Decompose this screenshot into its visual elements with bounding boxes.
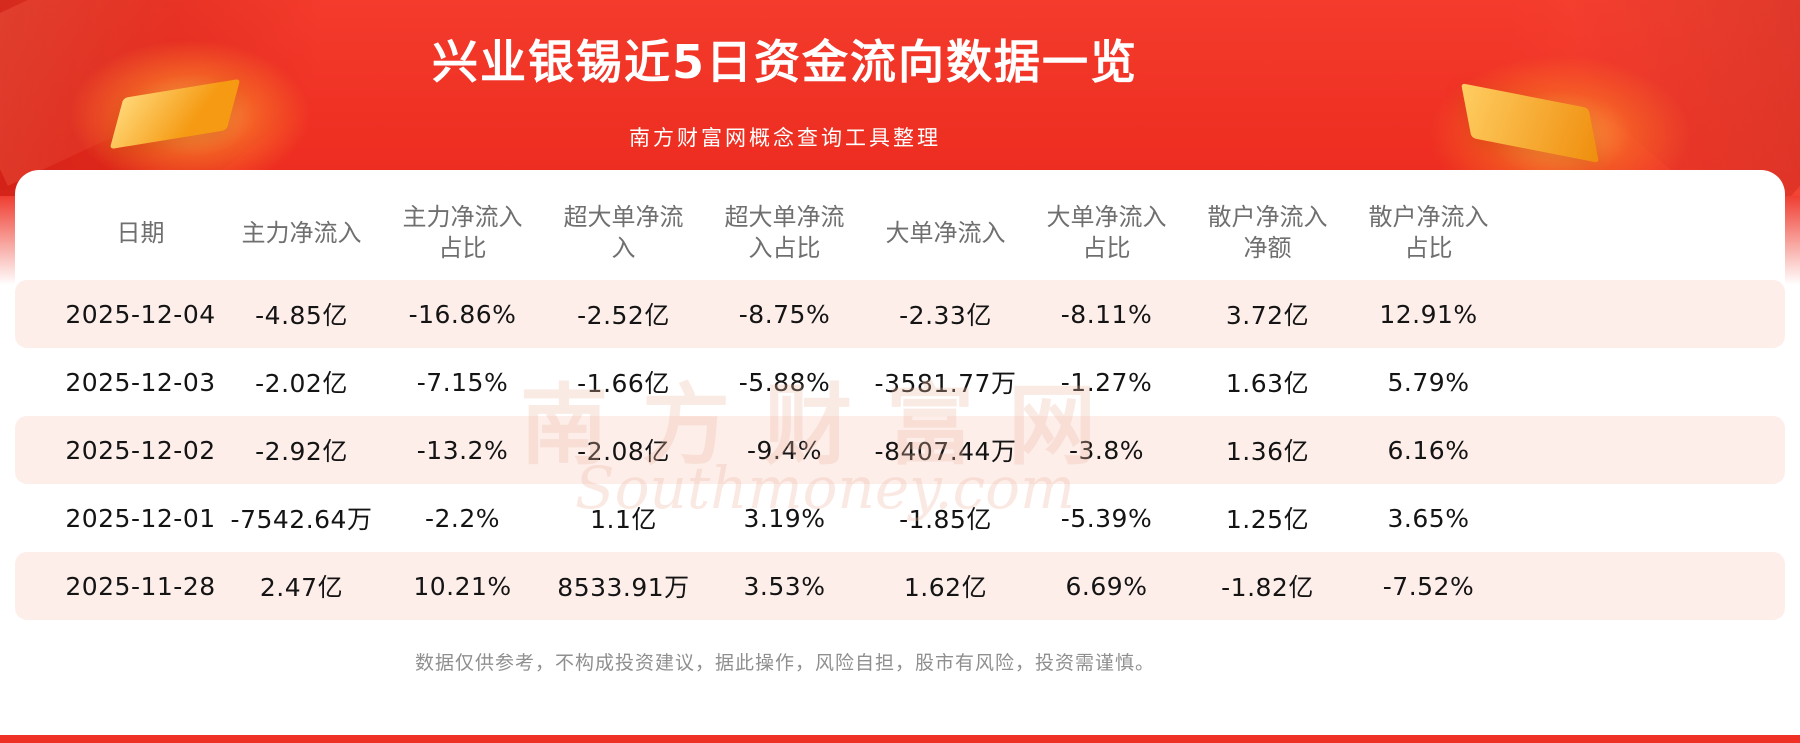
- table-cell: -1.66亿: [577, 369, 670, 399]
- table-cell: 3.19%: [743, 503, 826, 533]
- date-cell: 2025-12-04: [15, 280, 221, 349]
- column-header-retail-net-inflow-ratio: 散户净流入占比: [1368, 203, 1489, 263]
- table-cell: 1.25亿: [1225, 505, 1310, 535]
- table-cell: -4.85亿: [221, 280, 382, 349]
- table-cell: -5.39%: [1060, 503, 1153, 533]
- table-cell: 5.79%: [1387, 367, 1470, 397]
- table-cell: -1.82亿: [1187, 552, 1348, 621]
- column-header-main-net-inflow: 主力净流入: [241, 218, 362, 247]
- table-cell: -2.33亿: [865, 280, 1026, 349]
- table-cell: -2.08亿: [543, 416, 704, 485]
- table-row: 2025-12-02 -2.92亿 -13.2% -2.08亿 -9.4% -8…: [15, 416, 1785, 485]
- footer: 数据仅供参考，不构成投资建议，据此操作，风险自担，股市有风险，投资需谨慎。: [0, 648, 1570, 675]
- table-cell: -3581.77万: [874, 369, 1017, 399]
- date-cell: 2025-12-03: [65, 367, 216, 397]
- date-cell: 2025-12-02: [15, 416, 221, 485]
- column-header-large-order-net-inflow: 大单净流入: [885, 218, 1006, 247]
- fund-flow-table: 日期 主力净流入 主力净流入占比 超大单净流入 超大单净流入占比 大单净流入 大…: [15, 176, 1785, 621]
- table-cell: 1.1亿: [590, 505, 657, 535]
- table-cell: -8.75%: [704, 280, 865, 349]
- edge-ribbon-right-icon: [1785, 190, 1800, 285]
- table-cell: 2.47亿: [221, 552, 382, 621]
- table-cell: -1.85亿: [899, 505, 992, 535]
- page-title: 兴业银锡近5日资金流向数据一览: [431, 35, 1138, 89]
- spacer-cell: [1509, 280, 1785, 349]
- column-header-xl-order-net-inflow: 超大单净流入: [563, 203, 684, 263]
- spacer-cell: [1509, 552, 1785, 621]
- table-cell: 1.36亿: [1187, 416, 1348, 485]
- table-cell: -1.27%: [1060, 367, 1153, 397]
- column-header-spacer: [1509, 176, 1785, 280]
- banner-text-block: 兴业银锡近5日资金流向数据一览 南方财富网概念查询工具整理: [0, 0, 1570, 152]
- table-cell: -8407.44万: [865, 416, 1026, 485]
- data-card: 南方财富网 Southmoney.com 日期 主力净流入 主力净流入占比 超大…: [15, 170, 1785, 623]
- table-cell: 6.69%: [1026, 552, 1187, 621]
- table-cell: 6.16%: [1348, 416, 1509, 485]
- edge-ribbon-left-icon: [0, 190, 15, 285]
- table-cell: -16.86%: [382, 280, 543, 349]
- table-cell: -2.92亿: [221, 416, 382, 485]
- bottom-red-bar: [0, 735, 1800, 743]
- table-cell: -13.2%: [382, 416, 543, 485]
- table-cell: -9.4%: [704, 416, 865, 485]
- banner: 兴业银锡近5日资金流向数据一览 南方财富网概念查询工具整理: [0, 0, 1800, 196]
- table-cell: -7542.64万: [230, 505, 373, 535]
- spacer-cell: [1509, 484, 1785, 552]
- date-cell: 2025-11-28: [15, 552, 221, 621]
- table-row: 2025-11-28 2.47亿 10.21% 8533.91万 3.53% 1…: [15, 552, 1785, 621]
- date-cell: 2025-12-01: [65, 503, 216, 533]
- column-header-retail-net-inflow: 散户净流入净额: [1207, 203, 1328, 263]
- table-cell: 1.62亿: [865, 552, 1026, 621]
- table-cell: 3.53%: [704, 552, 865, 621]
- table-row: 2025-12-04 -4.85亿 -16.86% -2.52亿 -8.75% …: [15, 280, 1785, 349]
- column-header-large-order-net-inflow-ratio: 大单净流入占比: [1046, 203, 1167, 263]
- table-cell: 3.72亿: [1187, 280, 1348, 349]
- table-cell: -5.88%: [738, 367, 831, 397]
- table-cell: -2.02亿: [255, 369, 348, 399]
- spacer-cell: [1509, 348, 1785, 416]
- table-cell: -8.11%: [1026, 280, 1187, 349]
- table-cell: -2.52亿: [543, 280, 704, 349]
- table-cell: -2.2%: [424, 503, 501, 533]
- page-subtitle: 南方财富网概念查询工具整理: [629, 126, 941, 150]
- table-cell: 12.91%: [1348, 280, 1509, 349]
- column-header-date: 日期: [116, 218, 165, 247]
- table-row: 2025-12-03 -2.02亿 -7.15% -1.66亿 -5.88% -…: [15, 348, 1785, 416]
- table-cell: -7.15%: [416, 367, 509, 397]
- column-header-xl-order-net-inflow-ratio: 超大单净流入占比: [724, 203, 845, 263]
- table-cell: -7.52%: [1348, 552, 1509, 621]
- table-cell: 1.63亿: [1225, 369, 1310, 399]
- table-header-row: 日期 主力净流入 主力净流入占比 超大单净流入 超大单净流入占比 大单净流入 大…: [15, 176, 1785, 280]
- table-cell: 10.21%: [382, 552, 543, 621]
- table-cell: -3.8%: [1026, 416, 1187, 485]
- spacer-cell: [1509, 416, 1785, 485]
- column-header-main-net-inflow-ratio: 主力净流入占比: [402, 203, 523, 263]
- disclaimer-text: 数据仅供参考，不构成投资建议，据此操作，风险自担，股市有风险，投资需谨慎。: [414, 652, 1155, 675]
- table-row: 2025-12-01 -7542.64万 -2.2% 1.1亿 3.19% -1…: [15, 484, 1785, 552]
- table-cell: 3.65%: [1387, 503, 1470, 533]
- table-cell: 8533.91万: [543, 552, 704, 621]
